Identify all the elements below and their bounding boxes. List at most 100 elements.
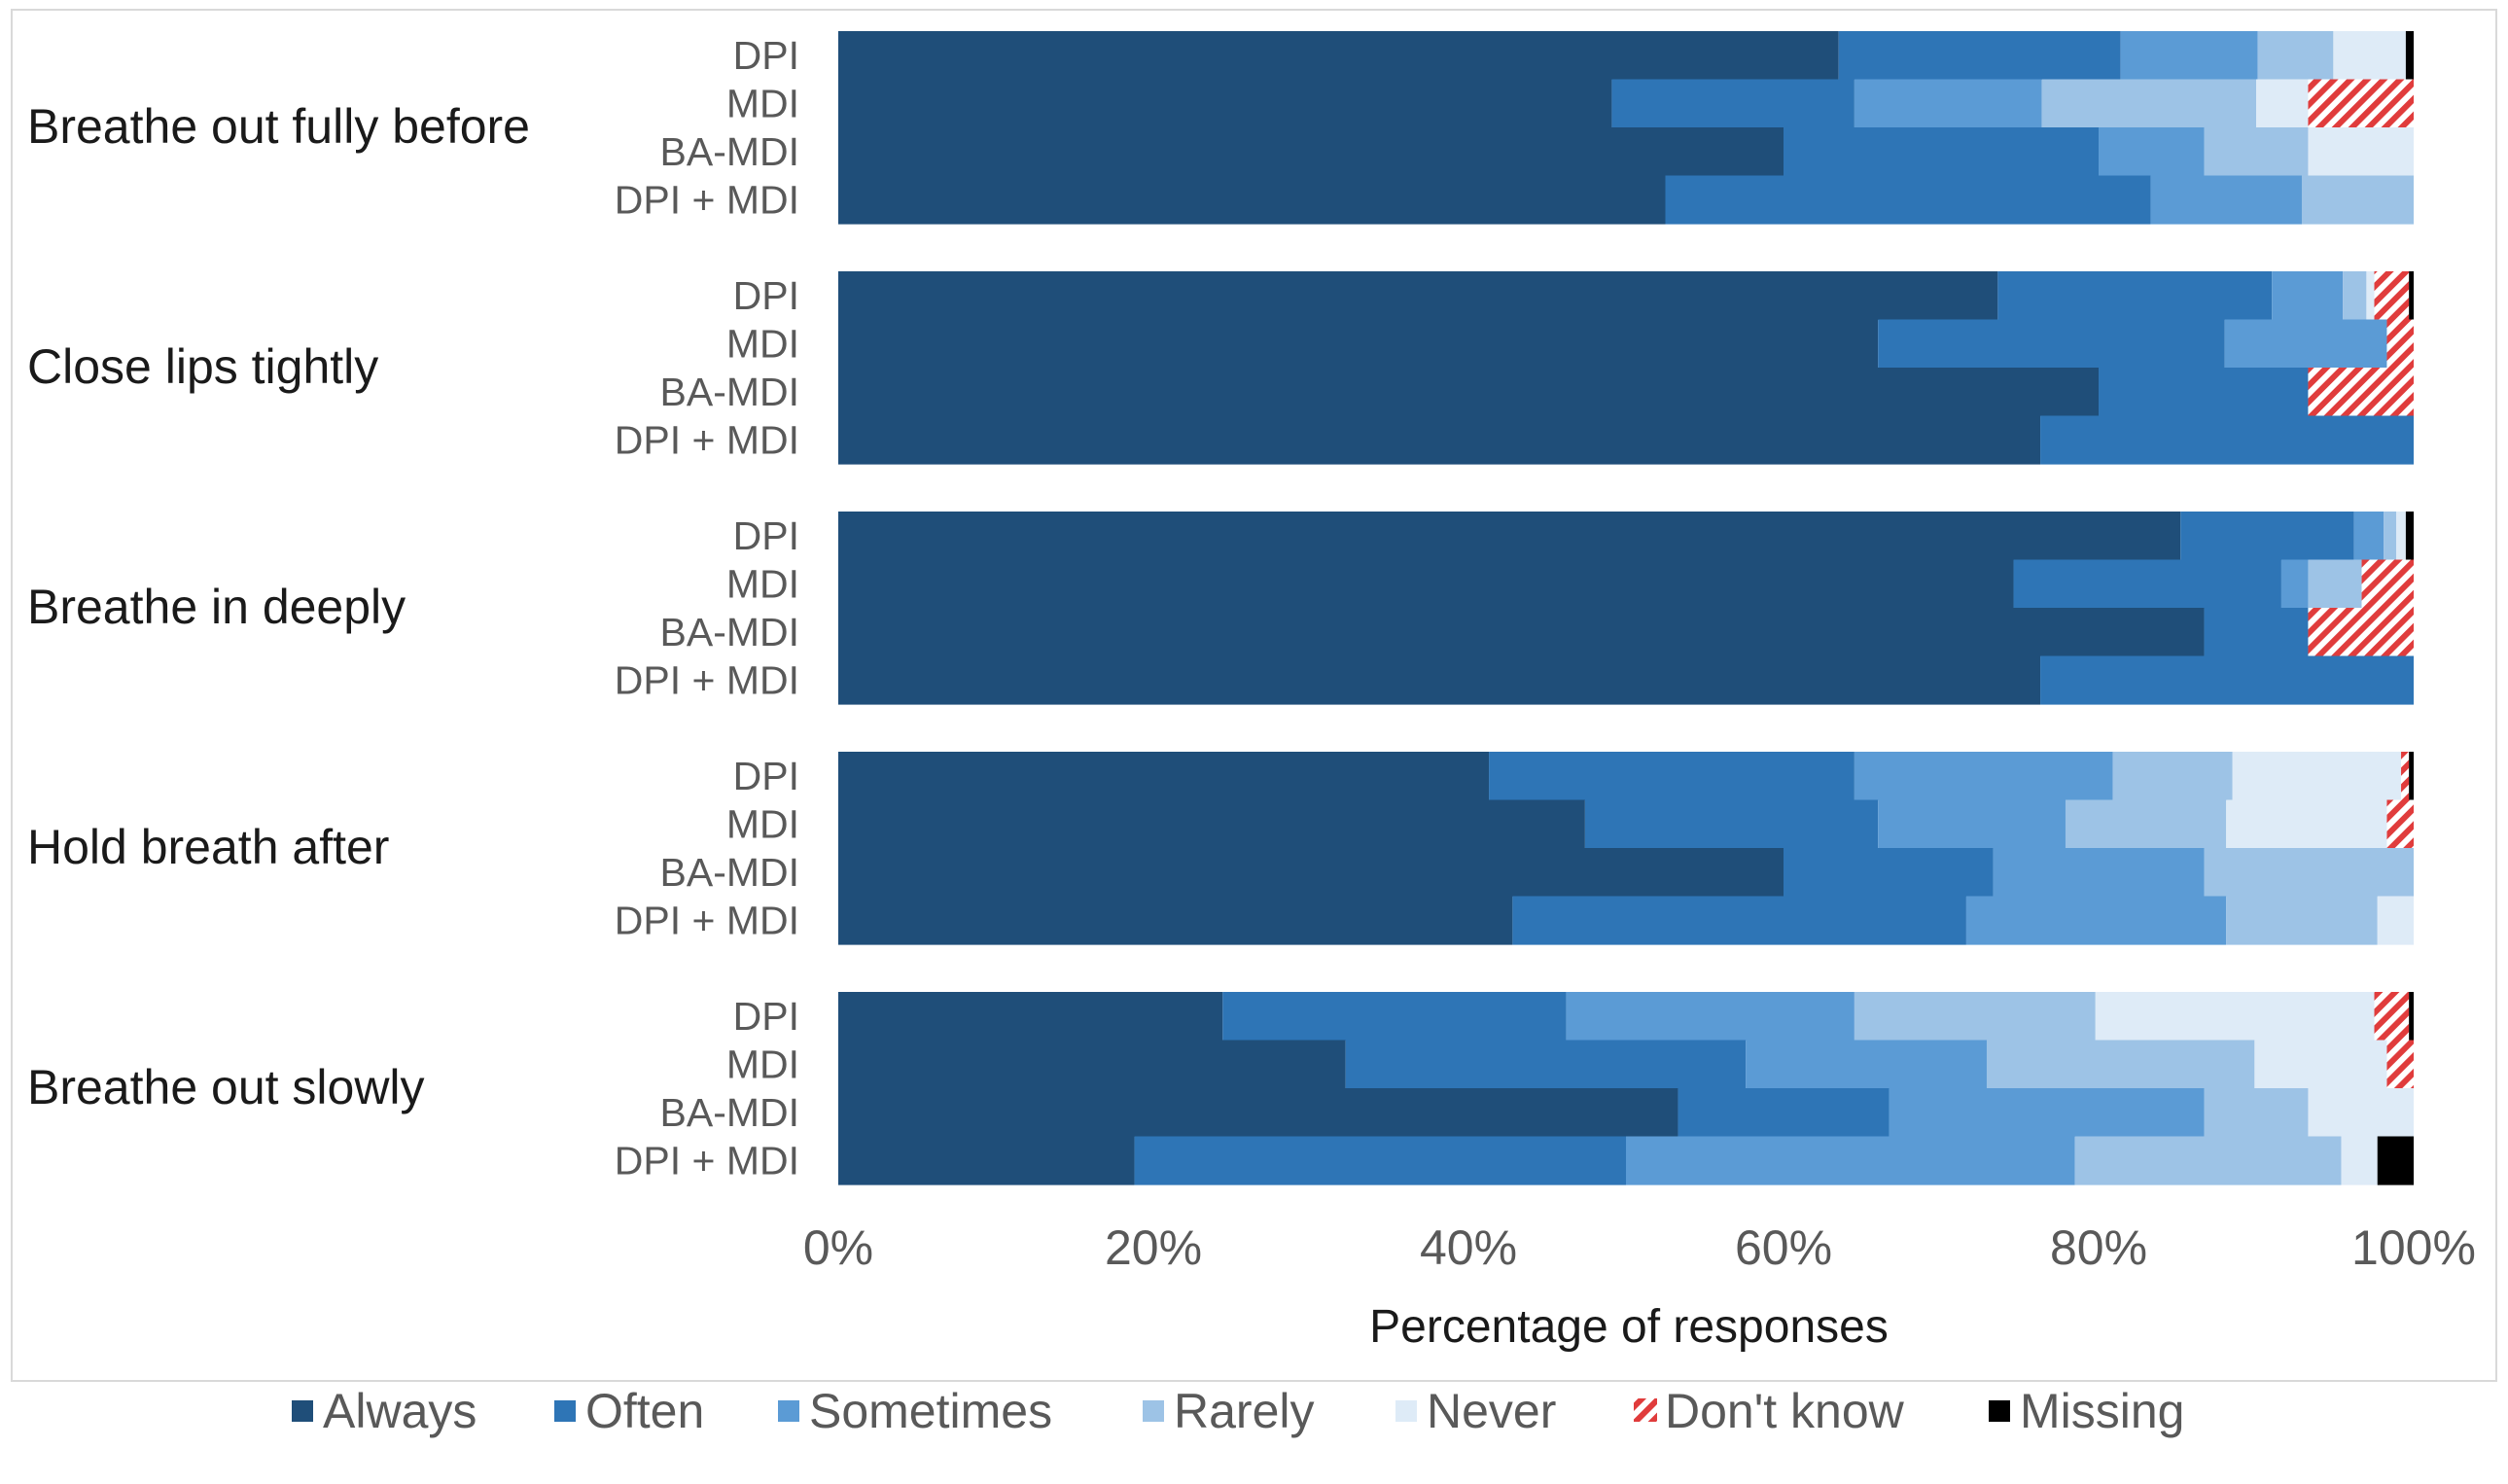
bar-segment-close-lips-tightly-mdi-often	[1878, 319, 2225, 369]
group-labels: Breathe out fully before Close lips tight…	[27, 99, 530, 1114]
bar-segment-close-lips-tightly-ba-mdi-always	[838, 368, 2099, 417]
row-label-dpi: DPI	[733, 513, 799, 558]
bar-segment-breathe-in-deeply-ba-mdi-often	[2204, 608, 2309, 657]
row-label-mdi: MDI	[726, 801, 799, 846]
bar-segment-breathe-out-fully-before-mdi-never	[2256, 79, 2309, 128]
legend-swatch-dont-know	[1634, 1398, 1657, 1422]
bar-segment-breathe-in-deeply-mdi-rarely	[2308, 559, 2362, 609]
bar-segment-hold-breath-after-dpi-sometimes	[1854, 752, 2113, 801]
bar-segment-close-lips-tightly-mdi-sometimes	[2224, 319, 2387, 369]
row-label-dpi-mdi: DPI + MDI	[615, 177, 799, 222]
bar-segment-hold-breath-after-dpi-missing	[2409, 752, 2414, 801]
bar-segment-breathe-in-deeply-dpi-sometimes	[2353, 512, 2384, 561]
bar-segment-breathe-out-fully-before-dpi-never	[2333, 31, 2406, 81]
bar-segment-hold-breath-after-dpi-never	[2232, 752, 2402, 801]
bar-segment-breathe-out-slowly-dpi-sometimes	[1566, 992, 1855, 1042]
bar-segment-breathe-out-slowly-dpi-mdi-sometimes	[1626, 1136, 2075, 1185]
bar-segment-breathe-out-slowly-ba-mdi-always	[838, 1088, 1678, 1138]
bar-segment-hold-breath-after-dpi-mdi-always	[838, 896, 1513, 945]
bar-segment-hold-breath-after-dpi-mdi-sometimes	[1965, 896, 2227, 945]
bar-segment-breathe-out-fully-before-ba-mdi-often	[1784, 127, 2099, 177]
x-tick-label: 60%	[1735, 1220, 1832, 1275]
legend-swatch-often	[554, 1400, 576, 1422]
legend-label-don-t-know: Don't know	[1665, 1384, 1905, 1438]
bar-segment-breathe-out-slowly-dpi-mdi-never	[2341, 1136, 2378, 1185]
legend-swatch-rarely	[1143, 1400, 1164, 1422]
bar-segment-breathe-out-slowly-mdi-always	[838, 1040, 1346, 1089]
bar-segment-close-lips-tightly-dpi-don-t-know	[2374, 271, 2410, 321]
bar-segment-breathe-out-fully-before-mdi-sometimes	[1854, 79, 2042, 128]
bar-segment-hold-breath-after-ba-mdi-sometimes	[1993, 848, 2205, 898]
bar-segment-breathe-out-slowly-mdi-often	[1345, 1040, 1747, 1089]
bar-segment-close-lips-tightly-ba-mdi-often	[2099, 368, 2309, 417]
bar-segment-close-lips-tightly-dpi-sometimes	[2272, 271, 2344, 321]
row-label-dpi-mdi: DPI + MDI	[615, 417, 799, 462]
bar-segment-breathe-out-fully-before-dpi-mdi-rarely	[2301, 175, 2414, 225]
bar-segment-breathe-out-fully-before-mdi-don-t-know	[2308, 79, 2414, 128]
bar-segment-breathe-out-fully-before-ba-mdi-sometimes	[2099, 127, 2205, 177]
bar-segment-breathe-in-deeply-ba-mdi-don-t-know	[2308, 608, 2414, 657]
row-label-ba-mdi: BA-MDI	[660, 1090, 800, 1135]
bar-segment-breathe-out-fully-before-dpi-mdi-always	[838, 175, 1666, 225]
row-label-mdi: MDI	[726, 561, 799, 606]
bar-segment-breathe-out-slowly-dpi-rarely	[1854, 992, 2096, 1042]
bar-segment-close-lips-tightly-dpi-rarely	[2343, 271, 2367, 321]
bar-segment-breathe-out-slowly-mdi-rarely	[1986, 1040, 2255, 1089]
row-label-dpi-mdi: DPI + MDI	[615, 898, 799, 942]
bar-segment-breathe-out-fully-before-dpi-mdi-sometimes	[2150, 175, 2302, 225]
bar-segment-hold-breath-after-mdi-often	[1584, 799, 1879, 849]
bar-segment-close-lips-tightly-dpi-often	[1997, 271, 2273, 321]
row-label-dpi: DPI	[733, 273, 799, 318]
row-label-ba-mdi: BA-MDI	[660, 850, 800, 895]
x-tick-label: 0%	[803, 1220, 873, 1275]
legend-label-sometimes: Sometimes	[809, 1384, 1052, 1438]
bar-segment-breathe-out-slowly-ba-mdi-rarely	[2204, 1088, 2309, 1138]
bar-segment-breathe-in-deeply-mdi-don-t-know	[2361, 559, 2414, 609]
bar-segment-breathe-out-fully-before-mdi-rarely	[2041, 79, 2256, 128]
bar-segment-breathe-out-slowly-mdi-sometimes	[1746, 1040, 1987, 1089]
bar-segment-breathe-out-slowly-mdi-never	[2254, 1040, 2387, 1089]
legend-label-often: Often	[585, 1384, 704, 1438]
group-label-breathe-in-deeply: Breathe in deeply	[27, 580, 406, 634]
bar-segment-close-lips-tightly-mdi-don-t-know	[2386, 319, 2414, 369]
bar-segment-breathe-out-slowly-dpi-mdi-often	[1134, 1136, 1626, 1185]
bar-segment-breathe-out-fully-before-mdi-always	[838, 79, 1612, 128]
bar-segment-hold-breath-after-dpi-always	[838, 752, 1490, 801]
bar-segment-breathe-in-deeply-ba-mdi-always	[838, 608, 2205, 657]
bar-segment-hold-breath-after-ba-mdi-always	[838, 848, 1784, 898]
group-label-breathe-out-fully-before: Breathe out fully before	[27, 99, 530, 154]
row-label-dpi: DPI	[733, 754, 799, 798]
x-axis-ticks: 0% 20% 40% 60% 80% 100%	[803, 1220, 2476, 1275]
row-label-mdi: MDI	[726, 321, 799, 366]
bar-segment-breathe-in-deeply-dpi-mdi-often	[2040, 655, 2414, 705]
row-label-ba-mdi: BA-MDI	[660, 370, 800, 414]
bar-segment-hold-breath-after-dpi-often	[1489, 752, 1855, 801]
row-label-dpi: DPI	[733, 994, 799, 1039]
bar-segment-breathe-out-slowly-mdi-don-t-know	[2386, 1040, 2414, 1089]
bar-segment-hold-breath-after-dpi-don-t-know	[2401, 752, 2410, 801]
bar-segment-breathe-out-slowly-ba-mdi-often	[1678, 1088, 1890, 1138]
bar-segment-hold-breath-after-mdi-sometimes	[1878, 799, 2066, 849]
bar-segment-breathe-out-fully-before-dpi-always	[838, 31, 1839, 81]
bar-segment-breathe-out-fully-before-ba-mdi-rarely	[2204, 127, 2309, 177]
legend-label-always: Always	[323, 1384, 477, 1438]
row-label-dpi-mdi: DPI + MDI	[615, 1138, 799, 1183]
bar-segment-breathe-in-deeply-dpi-missing	[2405, 512, 2414, 561]
x-tick-label: 80%	[2050, 1220, 2147, 1275]
bar-segment-breathe-out-fully-before-dpi-missing	[2405, 31, 2414, 81]
bar-segment-close-lips-tightly-dpi-never	[2366, 271, 2375, 321]
row-label-ba-mdi: BA-MDI	[660, 610, 800, 654]
bar-segment-close-lips-tightly-dpi-mdi-always	[838, 415, 2041, 465]
legend-swatch-never	[1395, 1400, 1417, 1422]
group-label-breathe-out-slowly: Breathe out slowly	[27, 1060, 425, 1114]
x-tick-label: 100%	[2351, 1220, 2476, 1275]
bar-segment-breathe-out-slowly-dpi-always	[838, 992, 1223, 1042]
bar-segment-breathe-out-slowly-dpi-missing	[2409, 992, 2414, 1042]
legend: Always Often Sometimes Rarely Never Don't kno…	[292, 1384, 2184, 1438]
legend-label-rarely: Rarely	[1174, 1384, 1314, 1438]
bar-segment-hold-breath-after-dpi-mdi-never	[2377, 896, 2414, 945]
bar-segment-close-lips-tightly-dpi-missing	[2409, 271, 2414, 321]
bar-segment-hold-breath-after-mdi-always	[838, 799, 1585, 849]
legend-swatch-missing	[1989, 1400, 2010, 1422]
